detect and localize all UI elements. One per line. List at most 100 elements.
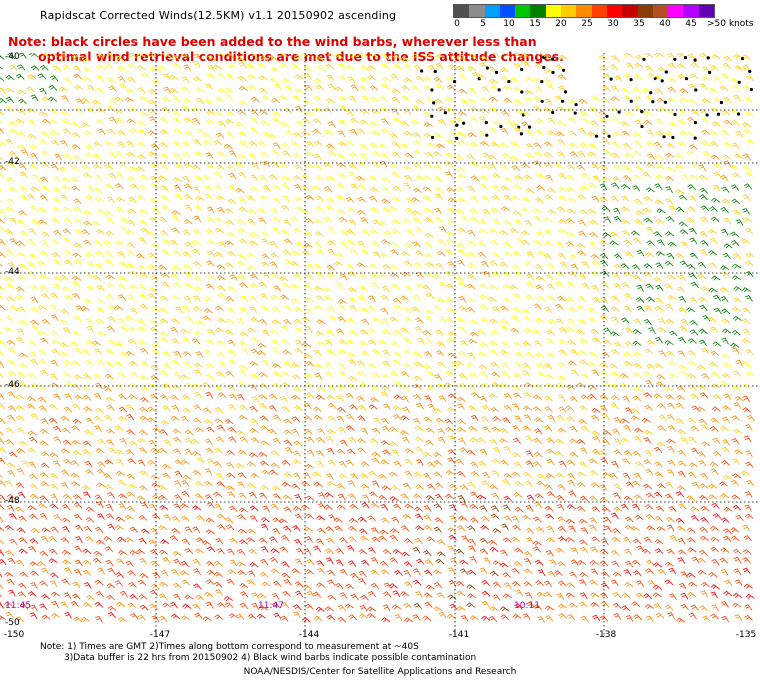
wind-barb [138,594,148,600]
wind-barb [96,468,106,475]
wind-barb [500,349,510,355]
wind-barb [83,298,93,304]
wind-barb [312,591,322,598]
wind-barb [59,274,69,281]
wind-barb [412,579,422,586]
wind-barb [433,569,443,575]
wind-barb [368,263,378,269]
contamination-circle [564,90,568,94]
wind-barb [205,216,215,223]
wind-barb [392,54,402,60]
wind-barb [732,602,742,608]
wind-barb [0,361,5,368]
wind-barb [592,448,601,455]
wind-barb [490,107,499,114]
wind-barb [557,106,566,113]
wind-barb [535,526,545,533]
wind-barb [576,164,586,171]
wind-barb [491,492,500,500]
wind-barb [94,494,103,502]
wind-barb [700,347,710,355]
contamination-circle [430,88,434,92]
color-scale-labels: 0 5 10 15 20 25 30 35 40 45 >50 knots [453,18,753,30]
wind-barb [368,470,378,477]
wind-barb [40,451,50,457]
wind-barb [334,525,343,532]
wind-barb [380,318,389,326]
wind-barb [103,385,112,392]
wind-barb [645,615,654,623]
wind-barb [345,459,354,467]
wind-barb [434,98,444,104]
contamination-circle [550,57,555,61]
wind-barb [456,470,466,477]
wind-barb [590,592,600,598]
wind-barb [412,471,422,478]
wind-barb [577,471,587,477]
wind-barb [565,326,574,333]
contamination-circle [485,66,489,70]
wind-barb [544,363,553,370]
wind-barb [348,329,358,336]
wind-barb [401,271,411,277]
wind-barb [455,186,465,193]
wind-barb [293,506,303,512]
wind-barb [523,550,533,557]
wind-barb [30,306,40,313]
wind-barb [444,418,453,425]
wind-barb [214,406,223,414]
wind-barb [7,391,16,398]
wind-barb [381,425,390,433]
wind-barb [63,237,71,245]
wind-barb [422,451,432,457]
wind-barb [115,183,124,190]
wind-barb [400,95,410,102]
wind-barb [39,111,49,117]
wind-barb [305,273,314,280]
wind-barb [513,87,523,93]
wind-barb [48,84,58,91]
wind-barb [281,182,290,190]
wind-barb [393,351,402,359]
wind-barb [27,270,36,278]
wind-barb [722,252,731,260]
wind-barb [512,425,521,432]
wind-barb [150,364,160,370]
wind-barb [0,494,6,502]
wind-barb [404,470,413,477]
wind-barb [656,97,666,103]
wind-barb [732,548,742,555]
wind-barb [424,272,434,278]
wind-barb [569,438,578,444]
wind-barb [546,458,555,466]
wind-barb [544,382,554,388]
wind-barb [115,572,124,578]
wind-barb [643,110,653,116]
wind-barb [710,383,721,389]
wind-barb [16,286,25,292]
wind-barb [251,396,260,403]
wind-barb [545,614,554,622]
wind-barb [689,252,698,259]
wind-barb [0,402,5,410]
wind-barb [448,197,458,203]
wind-barb [400,493,409,500]
wind-barb [721,308,731,315]
wind-barb [415,98,425,105]
wind-barb [678,503,687,510]
wind-barb [85,506,95,512]
wind-barb [510,536,520,542]
wind-barb [424,162,432,169]
wind-barb [5,249,14,256]
wind-barb [49,503,59,509]
wind-barb [104,546,114,553]
wind-barb [272,485,282,491]
wind-barb [689,297,698,304]
wind-barb [20,195,29,202]
wind-barb [162,472,171,479]
wind-barb [676,394,686,401]
wind-barb [125,315,135,321]
wind-barb [602,85,611,92]
wind-barb [27,591,37,597]
wind-barb [204,308,214,314]
